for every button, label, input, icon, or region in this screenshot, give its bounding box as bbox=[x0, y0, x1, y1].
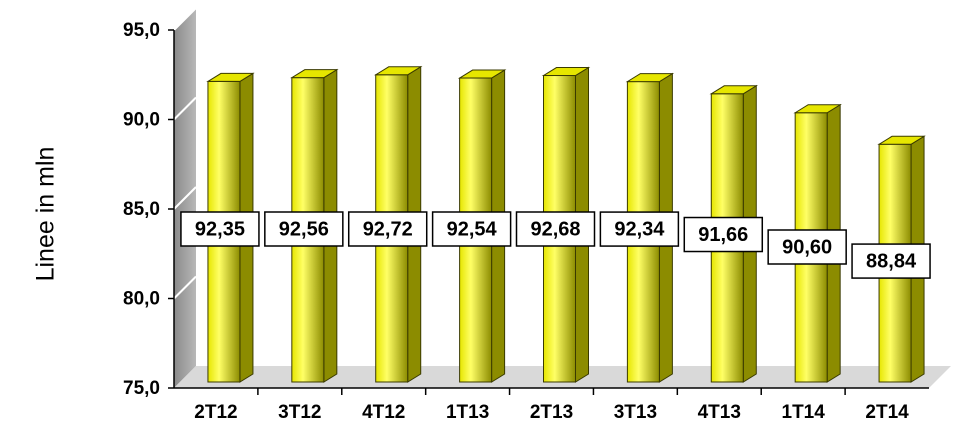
data-label-box bbox=[431, 211, 512, 247]
data-label-box bbox=[683, 216, 764, 253]
bar-cap bbox=[709, 85, 759, 95]
y-tick-labels: 75,0 80,0 85,0 90,0 95,0 bbox=[123, 20, 160, 399]
data-label-text: 92,34 bbox=[614, 218, 665, 240]
data-label: 92,54 bbox=[431, 211, 512, 247]
bar-cap bbox=[373, 66, 423, 76]
y-tick-label: 85,0 bbox=[123, 199, 160, 220]
bar-cap bbox=[206, 72, 255, 82]
data-label: 92,72 bbox=[347, 211, 428, 247]
axes bbox=[168, 29, 929, 395]
data-label-text: 90,60 bbox=[782, 236, 832, 258]
data-label: 88,84 bbox=[851, 243, 931, 279]
y-tick-label: 95,0 bbox=[123, 20, 160, 41]
bar-cap bbox=[625, 73, 675, 83]
x-tick-label: 3T13 bbox=[614, 402, 657, 423]
data-label-box bbox=[347, 211, 428, 247]
bar-cap bbox=[290, 69, 339, 79]
data-label-text: 88,84 bbox=[866, 250, 917, 272]
bar-cap bbox=[793, 104, 842, 114]
x-tick-label: 2T14 bbox=[865, 402, 909, 423]
data-label-box bbox=[515, 211, 596, 247]
gridline bbox=[173, 275, 197, 300]
data-label-text: 91,66 bbox=[698, 224, 748, 246]
x-tick-labels: 2T12 3T12 4T12 1T13 2T13 3T13 4T13 1T14 2T14 bbox=[194, 402, 909, 423]
x-tick-label: 1T13 bbox=[446, 402, 489, 423]
x-tick-label: 4T13 bbox=[698, 402, 741, 423]
data-label: 91,66 bbox=[683, 216, 764, 253]
data-label-text: 92,35 bbox=[195, 218, 245, 240]
x-tick-label: 2T12 bbox=[194, 402, 237, 423]
data-label-box bbox=[264, 211, 344, 247]
data-label: 92,56 bbox=[264, 211, 344, 247]
y-tick-label: 90,0 bbox=[123, 110, 160, 131]
data-label-box bbox=[180, 211, 260, 247]
data-label: 92,68 bbox=[515, 211, 596, 247]
x-tick-label: 4T12 bbox=[362, 402, 405, 423]
data-label-box bbox=[599, 211, 680, 247]
data-label-text: 92,54 bbox=[447, 218, 498, 240]
bar-cap bbox=[541, 67, 591, 77]
data-label-text: 92,68 bbox=[530, 218, 580, 240]
y-axis-label: Linee in mln bbox=[32, 147, 60, 282]
gridlines bbox=[173, 7, 197, 300]
data-label-box bbox=[851, 243, 931, 279]
data-label: 92,34 bbox=[599, 211, 680, 247]
bar-cap bbox=[877, 135, 926, 145]
x-tick-label: 2T13 bbox=[530, 402, 573, 423]
gridline bbox=[173, 7, 197, 31]
x-tick-label: 1T14 bbox=[782, 402, 826, 423]
data-label-text: 92,56 bbox=[279, 218, 329, 240]
data-label-text: 92,72 bbox=[363, 218, 413, 240]
y-tick-label: 80,0 bbox=[123, 289, 160, 310]
bar-cap bbox=[457, 69, 507, 79]
gridline bbox=[173, 96, 197, 121]
gridline bbox=[173, 186, 197, 210]
data-label: 90,60 bbox=[767, 229, 847, 265]
x-tick-label: 3T12 bbox=[278, 402, 321, 423]
data-label: 92,35 bbox=[180, 211, 260, 247]
data-labels: 92,35 92,56 92,72 92,54 92,68 92,34 91,66 90,60… bbox=[180, 211, 931, 279]
data-label-box bbox=[767, 229, 847, 265]
y-tick-label: 75,0 bbox=[123, 378, 160, 399]
